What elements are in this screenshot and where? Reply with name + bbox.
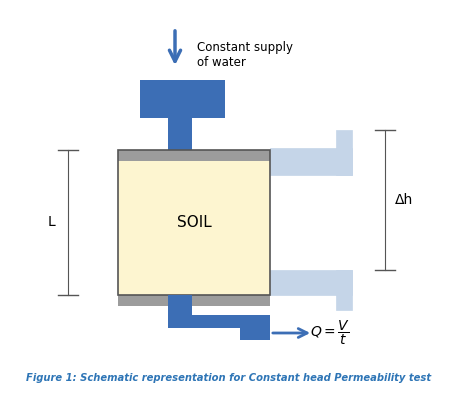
Bar (118, 150, 270, 295)
Bar (118, 150, 270, 161)
Bar (140, 80, 225, 118)
Bar (336, 130, 352, 175)
Bar (336, 270, 352, 310)
Bar (270, 270, 352, 295)
Text: Constant supply
of water: Constant supply of water (197, 41, 293, 69)
Bar (240, 328, 270, 340)
Bar (168, 118, 192, 150)
Bar (168, 295, 192, 328)
Bar (118, 295, 270, 306)
Text: Figure 1: Schematic representation for Constant head Permeability test: Figure 1: Schematic representation for C… (27, 373, 431, 383)
Bar (168, 315, 270, 328)
Text: SOIL: SOIL (177, 215, 212, 230)
Text: $Q = \dfrac{V}{t}$: $Q = \dfrac{V}{t}$ (310, 319, 350, 347)
Bar (270, 148, 352, 175)
Bar (118, 150, 270, 295)
Text: L: L (47, 215, 55, 230)
Text: Δh: Δh (395, 193, 413, 207)
